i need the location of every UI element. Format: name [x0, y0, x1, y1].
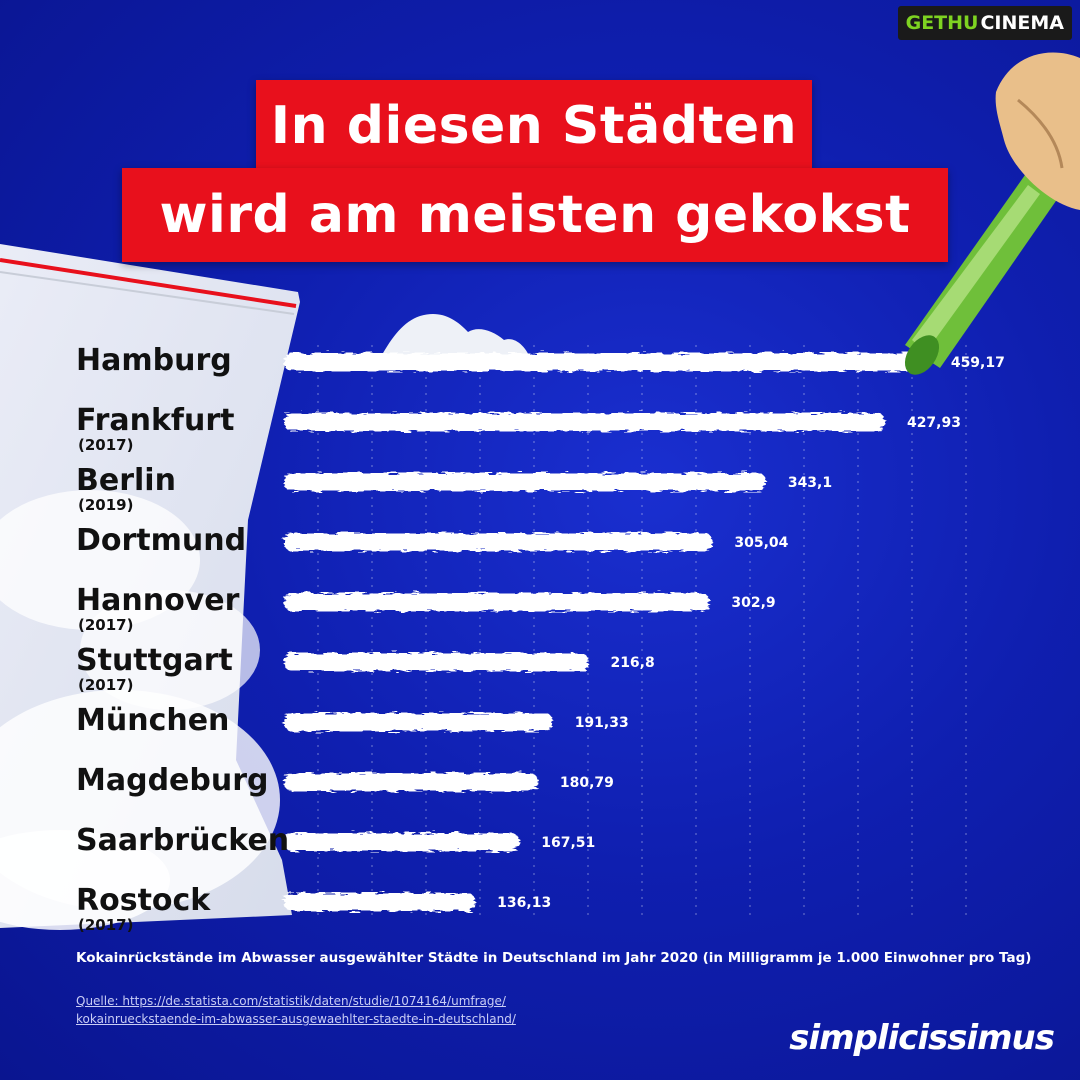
- category-label: Berlin: [76, 463, 176, 498]
- year-label: (2017): [78, 676, 133, 694]
- bar-rostock: [284, 893, 476, 911]
- bar-frankfurt: [284, 413, 885, 431]
- category-label: Frankfurt: [76, 403, 234, 438]
- category-label: Rostock: [76, 883, 211, 918]
- value-label: 180,79: [560, 775, 614, 791]
- source-line-2[interactable]: kokainrueckstaende-im-abwasser-ausgewaeh…: [76, 1012, 516, 1026]
- title-line-2: wird am meisten gekokst: [122, 168, 948, 262]
- bar-magdeburg: [284, 773, 538, 791]
- value-label: 302,9: [731, 595, 775, 611]
- bar-saarbrücken: [284, 833, 520, 851]
- category-label: Magdeburg: [76, 763, 269, 798]
- value-label: 343,1: [788, 475, 832, 491]
- bar-hamburg: [284, 353, 929, 371]
- year-label: (2017): [78, 616, 133, 634]
- category-label: München: [76, 703, 229, 738]
- source-line-1[interactable]: Quelle: https://de.statista.com/statisti…: [76, 994, 506, 1008]
- value-label: 136,13: [497, 895, 551, 911]
- year-label: (2017): [78, 916, 133, 934]
- year-label: (2019): [78, 496, 133, 514]
- plastic-bag-illustration: [0, 244, 300, 930]
- year-label: (2017): [78, 436, 133, 454]
- category-label: Dortmund: [76, 523, 246, 558]
- value-label: 191,33: [575, 715, 629, 731]
- labels-group: 459,17Hamburg427,93Frankfurt(2017)343,1B…: [76, 343, 1005, 934]
- category-label: Hannover: [76, 583, 240, 618]
- chart-caption: Kokainrückstände im Abwasser ausgewählte…: [76, 950, 1032, 966]
- bars-group: [284, 353, 929, 911]
- value-label: 216,8: [610, 655, 654, 671]
- bar-dortmund: [284, 533, 713, 551]
- category-label: Saarbrücken: [76, 823, 289, 858]
- value-label: 167,51: [541, 835, 595, 851]
- brand-logo: simplicissimus: [789, 1018, 1055, 1058]
- value-label: 305,04: [734, 535, 788, 551]
- title-line-1: In diesen Städten: [256, 80, 812, 172]
- bar-münchen: [284, 713, 553, 731]
- bar-hannover: [284, 593, 710, 611]
- value-label: 427,93: [907, 415, 961, 431]
- category-label: Stuttgart: [76, 643, 233, 678]
- watermark-logo: GETHU CINEMA: [897, 6, 1072, 40]
- value-label: 459,17: [951, 355, 1005, 371]
- watermark-part2: CINEMA: [980, 12, 1064, 34]
- hand-with-banknote-illustration: [904, 52, 1080, 375]
- category-label: Hamburg: [76, 343, 232, 378]
- watermark-part1: GETHU: [905, 12, 979, 34]
- bar-stuttgart: [284, 653, 589, 671]
- bar-berlin: [284, 473, 766, 491]
- powder-heap: [378, 313, 532, 362]
- source-citation: Quelle: https://de.statista.com/statisti…: [76, 992, 776, 1028]
